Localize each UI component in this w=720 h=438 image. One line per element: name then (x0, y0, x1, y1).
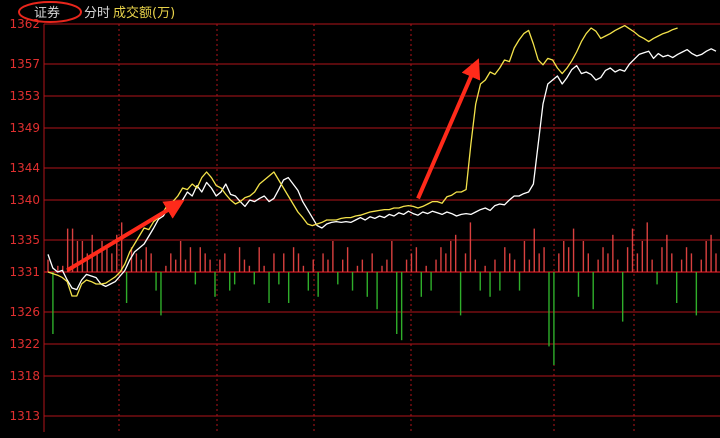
indicator-label[interactable]: 成交额(万) (113, 5, 175, 21)
y-tick-1326: 1326 (9, 305, 40, 319)
red-arrow-2 (416, 58, 481, 200)
grid-lines (44, 23, 720, 417)
y-tick-1331: 1331 (9, 265, 40, 279)
volume-bars (47, 222, 717, 365)
y-tick-labels: 1362135713531349134413401335133113261322… (9, 17, 40, 423)
stock-name: 证券 (34, 5, 60, 21)
chart-header: 证券 分时 成交额(万) (18, 1, 175, 23)
y-tick-1313: 1313 (9, 409, 40, 423)
y-tick-1322: 1322 (9, 337, 40, 351)
annotations (66, 58, 481, 273)
average-line (47, 24, 678, 297)
y-tick-1349: 1349 (9, 121, 40, 135)
y-tick-1340: 1340 (9, 193, 40, 207)
y-tick-1353: 1353 (9, 89, 40, 103)
red-arrow-1 (66, 199, 185, 273)
vertical-grid (43, 24, 635, 432)
price-line (47, 48, 717, 291)
y-tick-1357: 1357 (9, 57, 40, 71)
y-tick-1344: 1344 (9, 161, 40, 175)
y-tick-1335: 1335 (9, 233, 40, 247)
highlight-ellipse (18, 1, 82, 23)
chart-mode[interactable]: 分时 (84, 6, 110, 21)
series-lines (47, 24, 717, 297)
y-tick-1318: 1318 (9, 369, 40, 383)
